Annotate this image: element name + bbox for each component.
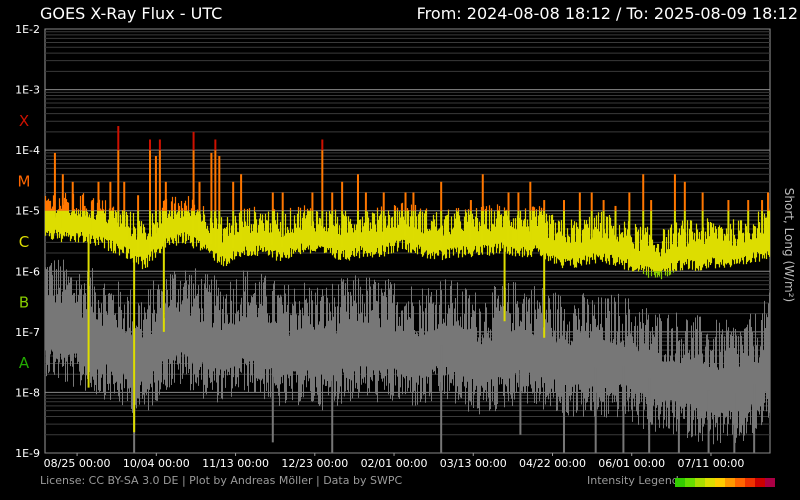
intensity-legend-label: Intensity Legend [587,474,679,487]
x-tick-label: 06/01 00:00 [598,457,665,470]
legend-swatch [695,478,705,487]
y-tick-label: 1E-7 [15,326,40,339]
license-text: License: CC BY-SA 3.0 DE | Plot by Andre… [40,474,403,487]
legend-swatch [755,478,765,487]
y-tick-label: 1E-8 [15,386,40,399]
legend-swatch [735,478,745,487]
long-series [44,126,771,433]
flare-class-labels: X M C B A [18,112,31,372]
y-axis-label: Short, Long (W/m²) [782,187,796,303]
legend-swatch [685,478,695,487]
legend-swatch [705,478,715,487]
x-tick-label: 12/23 00:00 [281,457,348,470]
y-axis-ticks: 1E-2 1E-3 1E-4 1E-5 1E-6 1E-7 1E-8 1E-9 [15,23,40,460]
flare-class-label-a: A [19,354,30,372]
intensity-legend-bar [675,478,775,487]
chart-title: GOES X-Ray Flux - UTC [40,4,223,23]
x-tick-label: 08/25 00:00 [44,457,111,470]
y-tick-label: 1E-6 [15,265,40,278]
x-axis-ticks: 08/25 00:00 10/04 00:00 11/13 00:00 12/23 0… [44,453,745,470]
flare-class-label-c: C [19,233,29,251]
y-tick-label: 1E-9 [15,447,40,460]
flare-class-label-m: M [18,172,31,190]
y-tick-label: 1E-4 [15,144,40,157]
legend-swatch [675,478,685,487]
x-tick-label: 03/13 00:00 [440,457,507,470]
flare-class-label-x: X [19,112,29,130]
y-tick-label: 1E-2 [15,23,40,36]
x-tick-label: 02/01 00:00 [361,457,428,470]
x-tick-label: 11/13 00:00 [202,457,269,470]
legend-swatch [725,478,735,487]
legend-swatch [765,478,775,487]
x-tick-label: 04/22 00:00 [519,457,586,470]
y-tick-label: 1E-5 [15,205,40,218]
legend-swatch [745,478,755,487]
short-series [45,259,770,453]
x-tick-label: 07/11 00:00 [678,457,745,470]
y-tick-label: 1E-3 [15,84,40,97]
flare-class-label-b: B [19,294,29,312]
x-tick-label: 10/04 00:00 [123,457,190,470]
legend-swatch [715,478,725,487]
date-range: From: 2024-08-08 18:12 / To: 2025-08-09 … [416,4,798,23]
